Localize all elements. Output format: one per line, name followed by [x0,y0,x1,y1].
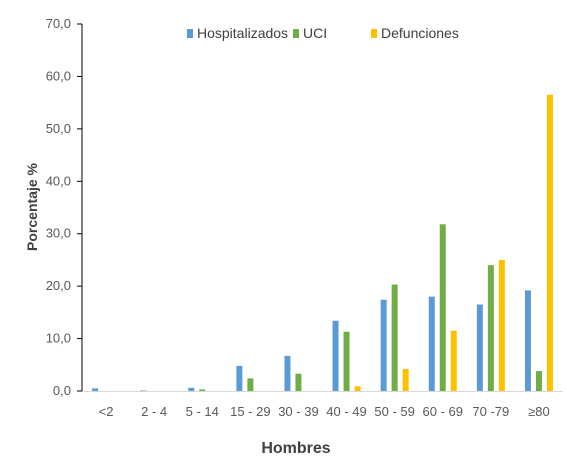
legend-swatch [293,29,299,38]
bar-hospitalizados [188,387,195,391]
bar-uci [295,373,302,391]
bar-uci [535,371,542,391]
bar-uci [343,331,350,391]
bar-defunciones [354,386,361,391]
x-tick-label: 5 - 14 [186,404,219,419]
x-tick-label: 60 - 69 [423,404,463,419]
x-tick-label: ≥80 [528,404,550,419]
legend-label: Hospitalizados [197,25,288,41]
bar-defunciones [546,94,553,392]
x-axis-label: Hombres [261,440,330,457]
y-tick-label: 70,0 [46,16,71,31]
x-tick-label: 30 - 39 [278,404,318,419]
bar-uci [487,265,494,391]
bar-hospitalizados [140,390,147,391]
y-tick-label: 20,0 [46,278,71,293]
x-tick-label: 15 - 29 [230,404,270,419]
y-tick-label: 0,0 [53,383,71,398]
legend-swatch [371,29,377,38]
bar-hospitalizados [332,320,339,391]
y-tick-label: 60,0 [46,68,71,83]
bar-defunciones [402,368,409,391]
bar-uci [247,378,254,391]
legend-label: UCI [303,25,327,41]
y-axis: 0,0 10,0 20,0 30,0 40,0 50,0 60,0 70,0 [46,16,83,398]
x-tick-label: 70 -79 [472,404,509,419]
bar-hospitalizados [284,355,291,391]
x-tick-label: <2 [99,404,114,419]
y-tick-label: 40,0 [46,173,71,188]
bar-hospitalizados [476,304,483,391]
y-tick-label: 30,0 [46,226,71,241]
bar-hospitalizados [236,365,243,391]
bar-hospitalizados [524,290,531,391]
legend: Hospitalizados UCI Defunciones [187,25,459,41]
x-tick-label: 50 - 59 [374,404,414,419]
x-tick-label: 2 - 4 [141,404,167,419]
x-tick-label: 40 - 49 [326,404,366,419]
y-axis-label: Porcentaje % [24,162,40,250]
y-tick-label: 50,0 [46,121,71,136]
legend-swatch [187,29,193,38]
bar-hospitalizados [380,299,387,391]
bar-uci [439,224,446,391]
bar-uci [391,284,398,391]
x-axis: <2 2 - 4 5 - 14 15 - 29 30 - 39 40 - 49 50 - 5… [82,391,563,419]
y-tick-label: 10,0 [46,331,71,346]
bars [92,94,553,392]
bar-defunciones [498,259,505,391]
bar-hospitalizados [428,296,435,391]
bar-uci [199,389,206,391]
legend-label: Defunciones [381,25,459,41]
bar-defunciones [450,330,457,391]
bar-hospitalizados [92,388,99,391]
